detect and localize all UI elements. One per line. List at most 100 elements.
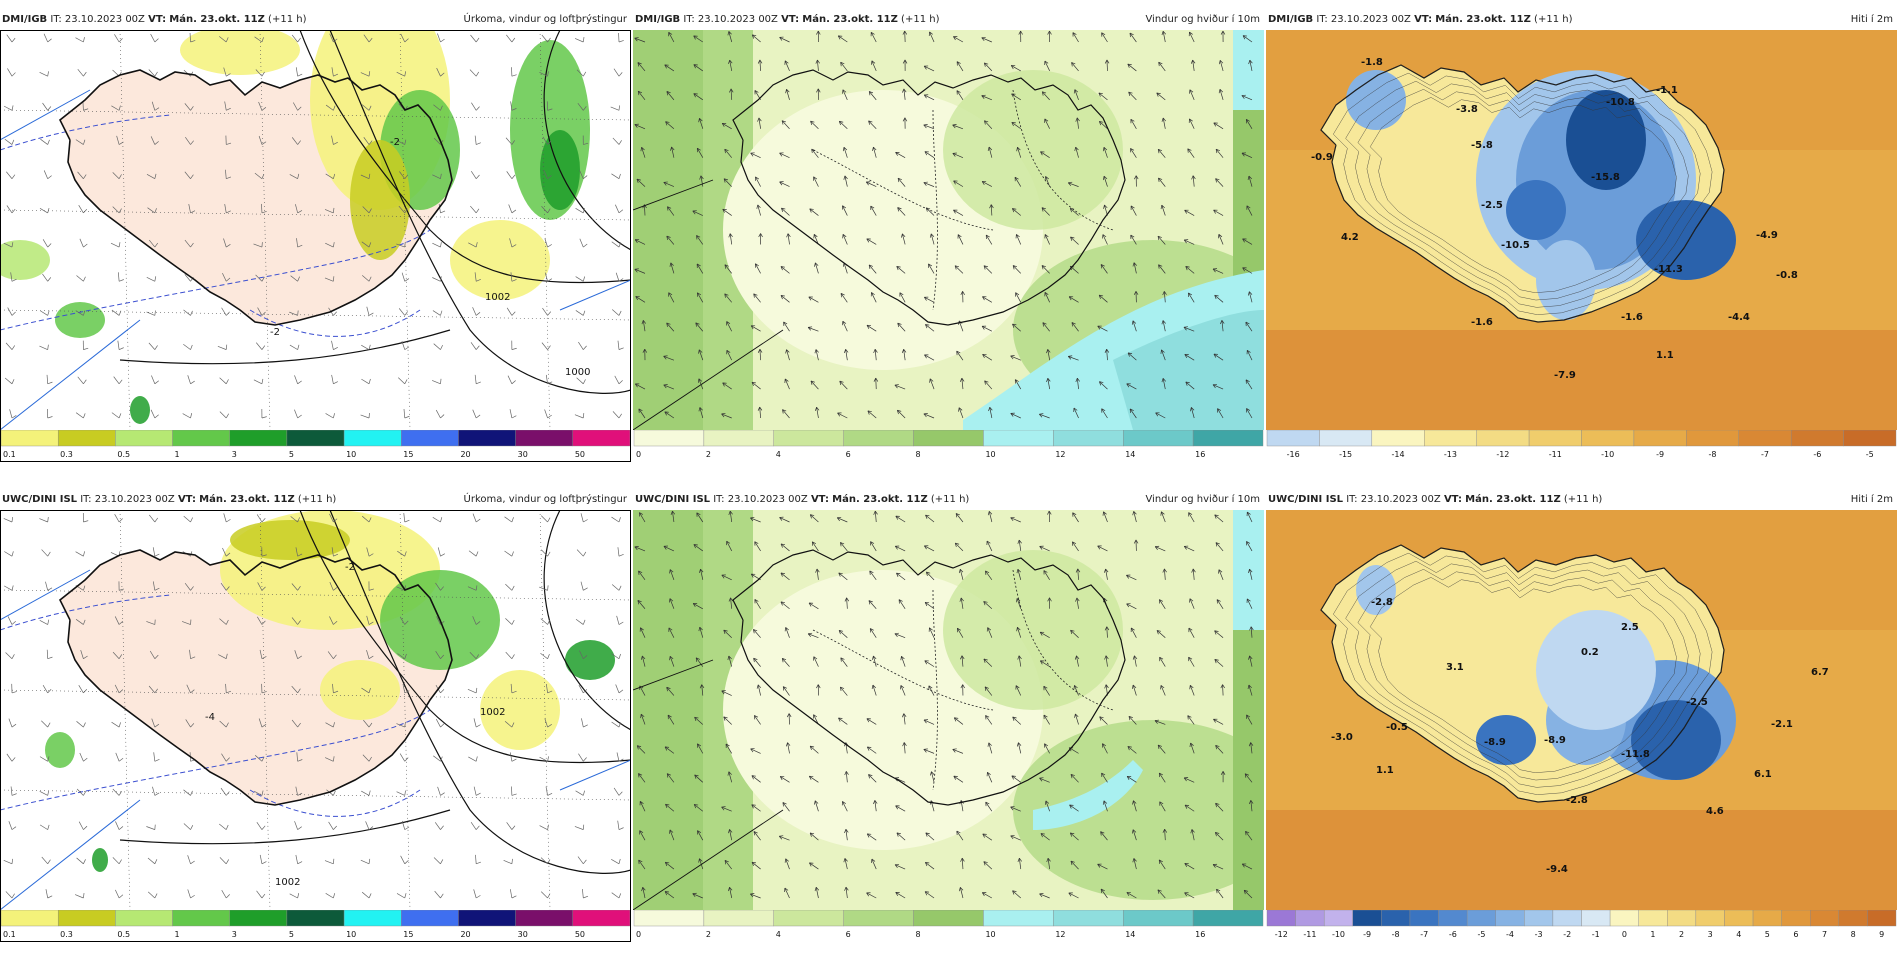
colorbar-tick-label: 1 <box>175 450 180 459</box>
valid-time-label: VT: <box>178 494 196 505</box>
temperature-value: 4.6 <box>1706 806 1724 817</box>
colorbar-tick-label: 12 <box>1055 450 1065 459</box>
init-time: IT: 23.10.2023 00Z <box>80 494 175 505</box>
init-time: IT: 23.10.2023 00Z <box>1346 494 1441 505</box>
colorbar-swatch <box>344 910 401 926</box>
temperature-value: -1.8 <box>1361 57 1383 68</box>
run-info: DMI/IGB IT: 23.10.2023 00Z VT: Mán. 23.o… <box>2 14 306 25</box>
colorbar-tick-label: -5 <box>1866 450 1874 459</box>
colorbar-tick-label: 16 <box>1195 930 1205 939</box>
temperature-value: -2.8 <box>1371 597 1393 608</box>
colorbar-swatch <box>844 910 914 926</box>
valid-time-label: VT: <box>148 14 166 25</box>
colorbar-swatch <box>58 910 115 926</box>
colorbar-tick-label: 0.3 <box>60 450 73 459</box>
map-panel-precip: DMI/IGB IT: 23.10.2023 00Z VT: Mán. 23.o… <box>0 10 631 480</box>
colorbar-swatch <box>287 430 344 446</box>
colorbar-tick-label: 7 <box>1822 930 1827 939</box>
colorbar-tick-label: 14 <box>1125 450 1135 459</box>
valid-time: Mán. 23.okt. 11Z <box>1465 494 1561 505</box>
init-time: IT: 23.10.2023 00Z <box>50 14 145 25</box>
init-time: IT: 23.10.2023 00Z <box>683 14 778 25</box>
temperature-value: 1.1 <box>1376 765 1394 776</box>
colorbar-tick-label: 10 <box>985 930 995 939</box>
temperature-value: -1.6 <box>1471 317 1493 328</box>
colorbar-swatch <box>401 430 458 446</box>
colorbar-tick-label: 6 <box>846 450 851 459</box>
colorbar-tick-label: 0.3 <box>60 930 73 939</box>
colorbar-tick-label: 2 <box>706 450 711 459</box>
colorbar-swatch <box>115 910 172 926</box>
colorbar-swatch <box>914 430 984 446</box>
colorbar-swatch <box>1867 910 1896 926</box>
colorbar-tick-label: 5 <box>1765 930 1770 939</box>
colorbar-swatch <box>1381 910 1410 926</box>
colorbar-tick-label: 20 <box>460 930 470 939</box>
run-info: UWC/DINI ISL IT: 23.10.2023 00Z VT: Mán.… <box>635 494 969 505</box>
colorbar-swatch <box>1724 910 1753 926</box>
colorbar-tick-label: 3 <box>232 930 237 939</box>
isobar-label: 1000 <box>565 367 590 378</box>
colorbar-tick-label: 8 <box>916 930 921 939</box>
map-panel-temp: DMI/IGB IT: 23.10.2023 00Z VT: Mán. 23.o… <box>1266 10 1897 480</box>
colorbar-tick-label: 15 <box>403 450 413 459</box>
colorbar: -16-15-14-13-12-11-10-9-8-7-6-5-4-3-2-10… <box>1266 430 1897 462</box>
parameter-title: Hiti í 2m <box>1851 14 1893 25</box>
map-panel-wind: UWC/DINI ISL IT: 23.10.2023 00Z VT: Mán.… <box>633 490 1264 960</box>
colorbar-swatch <box>1529 430 1581 446</box>
colorbar-tick-label: -7 <box>1761 450 1769 459</box>
colorbar-tick-label: 3 <box>232 450 237 459</box>
colorbar-tick-label: -11 <box>1549 450 1562 459</box>
colorbar-swatch <box>774 910 844 926</box>
colorbar-tick-label: -12 <box>1496 450 1509 459</box>
colorbar-tick-label: 9 <box>1879 930 1884 939</box>
colorbar-swatch <box>58 430 115 446</box>
panel-header: DMI/IGB IT: 23.10.2023 00Z VT: Mán. 23.o… <box>1266 10 1897 30</box>
temperature-value: -10.8 <box>1606 97 1635 108</box>
temperature-value: -15.8 <box>1591 172 1620 183</box>
colorbar-swatch <box>1372 430 1424 446</box>
colorbar-swatch <box>344 430 401 446</box>
colorbar-tick-label: 8 <box>1851 930 1856 939</box>
colorbar-tick-label: 10 <box>346 450 356 459</box>
colorbar-swatch <box>704 910 774 926</box>
isobar-label: -2 <box>390 137 400 148</box>
colorbar-tick-label: -1 <box>1592 930 1600 939</box>
colorbar-swatch <box>704 430 774 446</box>
parameter-title: Úrkoma, vindur og loftþrýstingur <box>464 14 627 25</box>
colorbar-swatch <box>1353 910 1382 926</box>
temperature-value: 6.7 <box>1811 667 1829 678</box>
init-time: IT: 23.10.2023 00Z <box>713 494 808 505</box>
temperature-value: 6.1 <box>1754 769 1772 780</box>
colorbar-swatch <box>844 430 914 446</box>
valid-time: Mán. 23.okt. 11Z <box>169 14 265 25</box>
panel-header: DMI/IGB IT: 23.10.2023 00Z VT: Mán. 23.o… <box>633 10 1264 30</box>
colorbar-tick-label: 6 <box>1793 930 1798 939</box>
temperature-value: -11.3 <box>1654 264 1683 275</box>
colorbar-swatch <box>1410 910 1439 926</box>
colorbar-swatch <box>1639 910 1668 926</box>
colorbar-tick-label: 0.5 <box>117 450 130 459</box>
colorbar-swatch <box>634 430 704 446</box>
colorbar-swatch <box>1439 910 1468 926</box>
colorbar-tick-label: 0.1 <box>3 930 16 939</box>
temperature-value: -4.9 <box>1756 230 1778 241</box>
lead-time: (+11 h) <box>931 494 969 505</box>
temperature-value: 4.2 <box>1341 232 1359 243</box>
init-time: IT: 23.10.2023 00Z <box>1316 14 1411 25</box>
temperature-value: -0.9 <box>1311 152 1333 163</box>
isobar-label: 1002 <box>480 707 505 718</box>
colorbar-tick-label: 12 <box>1055 930 1065 939</box>
colorbar-tick-label: 1 <box>1650 930 1655 939</box>
colorbar-swatch <box>1193 430 1263 446</box>
panel-header: DMI/IGB IT: 23.10.2023 00Z VT: Mán. 23.o… <box>0 10 631 30</box>
colorbar-tick-label: -3 <box>1535 930 1543 939</box>
colorbar-swatch <box>1696 910 1725 926</box>
map-area <box>633 30 1264 430</box>
colorbar-swatch <box>1844 430 1896 446</box>
